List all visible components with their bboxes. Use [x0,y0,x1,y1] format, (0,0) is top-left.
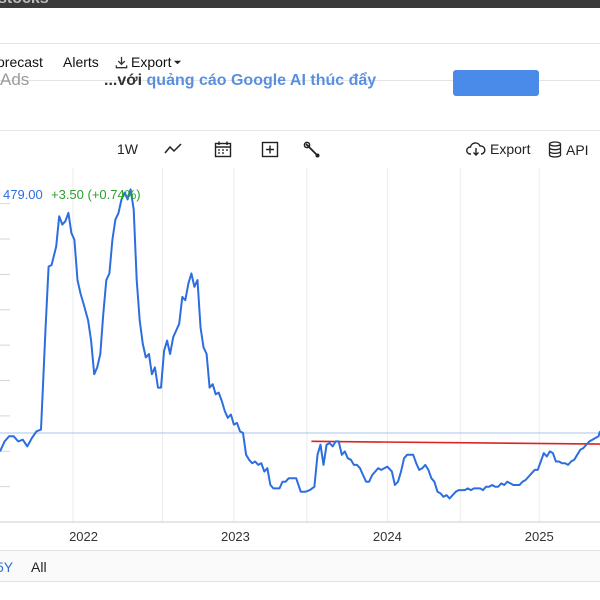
x-axis-labels: 2022 2023 2024 2025 [69,529,554,544]
x-tick-label: 2025 [525,529,554,544]
chart-toolbar: 1W Export [0,130,600,168]
price-series-line [0,188,600,500]
price-change: +3.50 (+0.74%) [51,187,141,202]
ad-text-link: quảng cáo Google AI thúc đẩy [146,72,377,89]
main-nav: orecast Alerts Export [0,43,600,81]
chart-export-label: Export [490,141,531,157]
api-button[interactable]: API [548,141,589,158]
nav-forecast[interactable]: orecast [0,54,43,70]
database-icon [548,141,562,158]
ad-text[interactable]: ...với quảng cáo Google AI thúc đẩy [104,72,376,90]
api-label: API [566,141,589,158]
nav-export-menu[interactable]: Export [114,54,182,70]
x-tick-label: 2022 [69,529,98,544]
wrench-icon [303,141,320,158]
range-selector: 5Y All [0,550,600,582]
cloud-download-icon [466,142,486,156]
tools-button[interactable] [303,141,321,159]
x-tick-label: 2024 [373,529,402,544]
ad-banner: Ads ...với quảng cáo Google AI thúc đẩy [0,70,600,100]
ad-text-prefix: ...với [104,72,143,89]
download-icon [115,56,128,68]
nav-alerts[interactable]: Alerts [63,54,99,70]
chart-export-button[interactable]: Export [466,141,530,157]
range-all-button[interactable]: All [31,559,47,575]
range-5y-button[interactable]: 5Y [0,559,14,575]
chart-type-button[interactable] [163,141,183,157]
plus-box-icon [261,141,279,158]
last-price: 479.00 [3,187,43,202]
nav-export-label: Export [131,54,172,70]
browser-top-bar: stocks [0,0,600,8]
calendar-icon [214,141,232,158]
chart-grid [0,168,600,523]
add-indicator-button[interactable] [261,141,279,158]
price-chart[interactable]: 479.00 +3.50 (+0.74%) 2022 2023 2024 2025 [0,168,600,550]
reference-trend-line[interactable] [311,440,600,445]
x-tick-label: 2023 [221,529,250,544]
date-range-button[interactable] [214,141,232,158]
line-chart-icon [164,143,182,154]
ad-ads-label: Ads [0,70,30,89]
period-1w-button[interactable]: 1W [117,141,138,157]
caret-down-icon [174,60,182,64]
ad-cta-button[interactable] [453,70,539,96]
